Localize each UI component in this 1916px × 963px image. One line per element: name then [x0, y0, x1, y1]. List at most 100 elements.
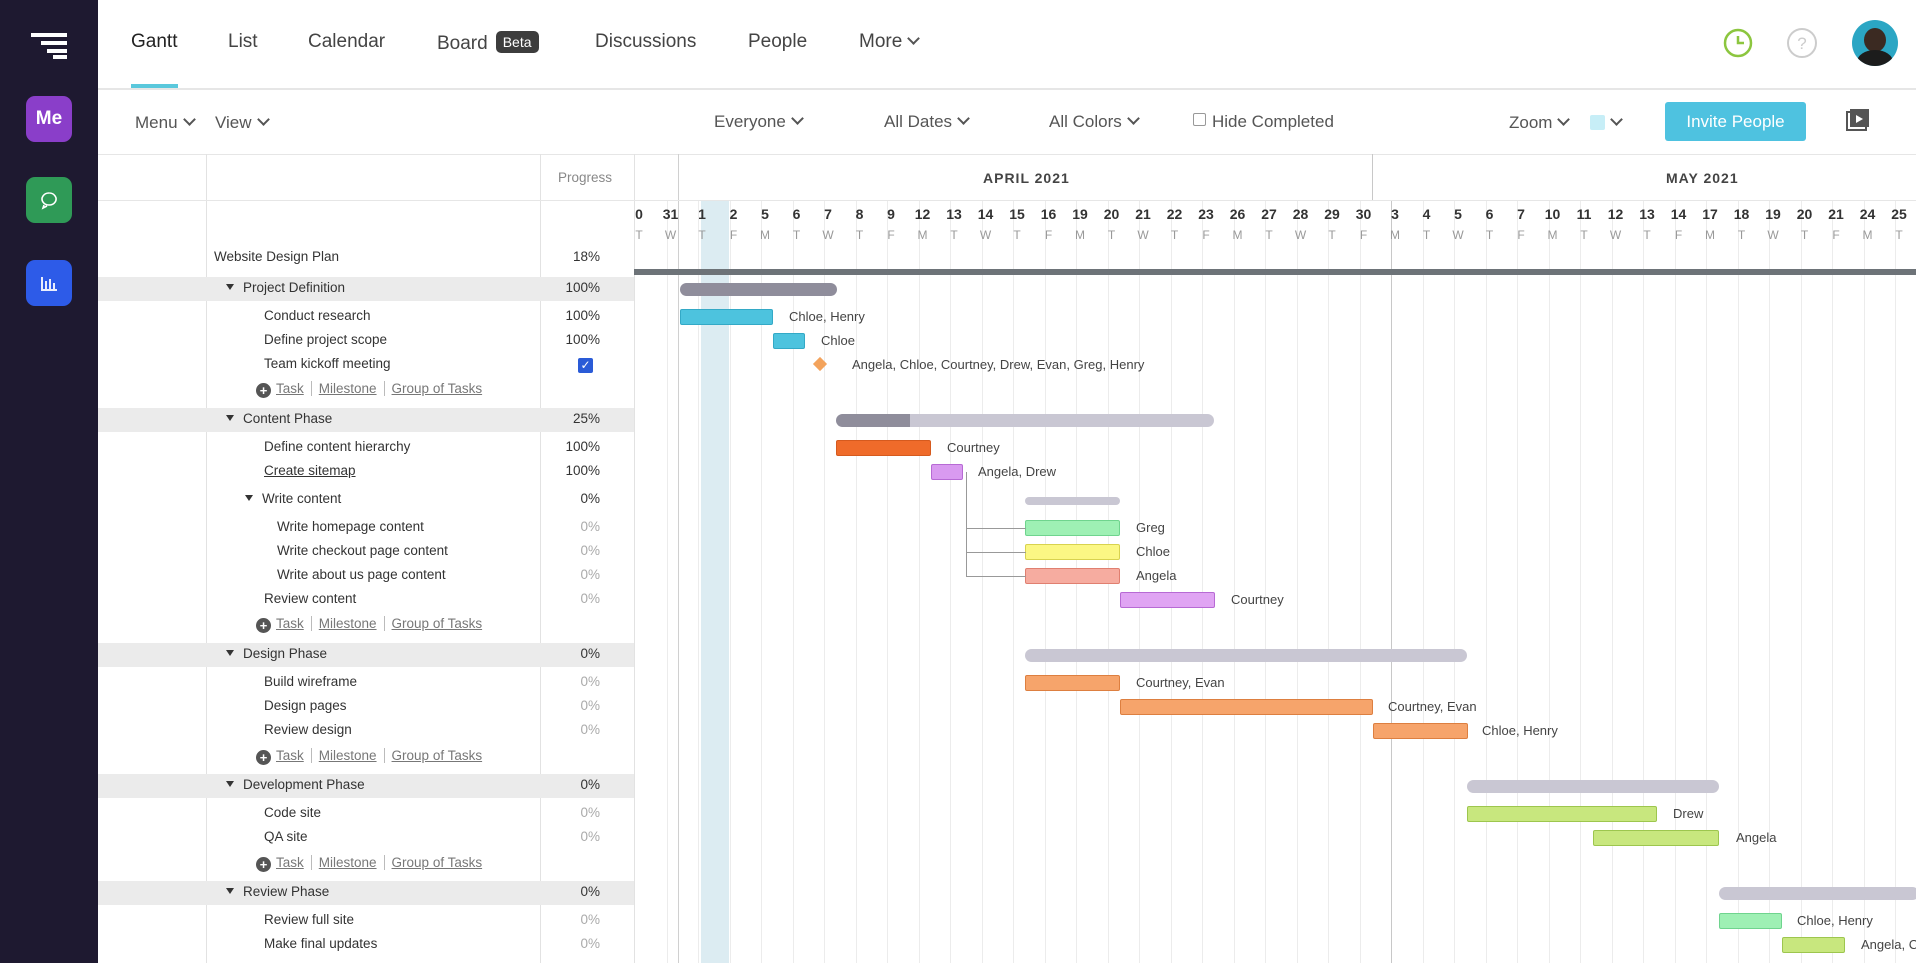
- add-icon[interactable]: +: [256, 857, 271, 872]
- task-name[interactable]: Write checkout page content: [277, 543, 448, 558]
- task-name[interactable]: Review full site: [264, 912, 354, 927]
- reports-rail-button[interactable]: [26, 260, 72, 306]
- qa-site-bar[interactable]: [1593, 830, 1719, 846]
- tab-discussions[interactable]: Discussions: [595, 31, 697, 52]
- avatar[interactable]: [1852, 20, 1898, 66]
- design-pages-bar[interactable]: [1120, 699, 1373, 715]
- add-task-link[interactable]: Task: [276, 616, 304, 631]
- completed-checkbox-icon[interactable]: ✓: [578, 358, 593, 373]
- task-name[interactable]: Create sitemap: [264, 463, 356, 478]
- add-task-link[interactable]: Task: [276, 381, 304, 396]
- task-name[interactable]: Write about us page content: [277, 567, 446, 582]
- task-name[interactable]: Review design: [264, 722, 352, 737]
- day-of-week: T: [1643, 228, 1651, 242]
- review-phase-bar[interactable]: [1719, 887, 1916, 900]
- task-name[interactable]: Review content: [264, 591, 356, 606]
- zoom-dropdown[interactable]: Zoom: [1509, 113, 1571, 133]
- hide-completed-toggle[interactable]: Hide Completed: [1193, 112, 1334, 132]
- collapse-toggle-icon[interactable]: [226, 888, 234, 894]
- collapse-toggle-icon[interactable]: [245, 495, 253, 501]
- add-group-link[interactable]: Group of Tasks: [391, 616, 483, 631]
- review-full-site-bar[interactable]: [1719, 913, 1782, 929]
- collapse-toggle-icon[interactable]: [226, 415, 234, 421]
- task-name[interactable]: Write homepage content: [277, 519, 424, 534]
- sitemap-bar[interactable]: [931, 464, 963, 480]
- invite-people-button[interactable]: Invite People: [1665, 102, 1806, 141]
- review-design-bar[interactable]: [1373, 723, 1468, 739]
- define-scope-bar[interactable]: [773, 333, 805, 349]
- view-dropdown[interactable]: View: [215, 113, 270, 133]
- task-name[interactable]: Website Design Plan: [214, 249, 339, 264]
- task-name[interactable]: Build wireframe: [264, 674, 357, 689]
- menu-dropdown[interactable]: Menu: [135, 113, 196, 133]
- qa-site-bar-assignee: Angela: [1736, 830, 1777, 845]
- me-button[interactable]: Me: [26, 96, 72, 142]
- add-task-link[interactable]: Task: [276, 748, 304, 763]
- add-icon[interactable]: +: [256, 618, 271, 633]
- day-gridline: [729, 200, 731, 963]
- tab-more[interactable]: More: [859, 31, 921, 53]
- task-name[interactable]: Project Definition: [226, 280, 345, 295]
- task-name[interactable]: Code site: [264, 805, 321, 820]
- task-name[interactable]: QA site: [264, 829, 308, 844]
- task-name[interactable]: Conduct research: [264, 308, 371, 323]
- tab-board[interactable]: Board Beta: [437, 31, 539, 55]
- color-picker-dropdown[interactable]: [1590, 113, 1623, 133]
- add-group-link[interactable]: Group of Tasks: [391, 855, 483, 870]
- conduct-research-bar[interactable]: [680, 309, 773, 325]
- task-name[interactable]: Make final updates: [264, 936, 377, 951]
- task-name[interactable]: Write content: [245, 491, 341, 506]
- project-summary-bar[interactable]: [634, 269, 1916, 275]
- day-number: 0: [635, 206, 643, 222]
- code-site-bar[interactable]: [1467, 806, 1657, 822]
- task-name[interactable]: Define project scope: [264, 332, 387, 347]
- task-name[interactable]: Define content hierarchy: [264, 439, 410, 454]
- project-definition-bar[interactable]: [680, 283, 837, 296]
- tab-people[interactable]: People: [748, 31, 808, 52]
- content-hierarchy-bar[interactable]: [836, 440, 931, 456]
- homepage-content-bar[interactable]: [1025, 520, 1120, 536]
- tab-gantt[interactable]: Gantt: [131, 31, 178, 52]
- add-milestone-link[interactable]: Milestone: [318, 616, 377, 631]
- add-milestone-link[interactable]: Milestone: [318, 748, 377, 763]
- review-content-bar[interactable]: [1120, 592, 1215, 608]
- day-gridline: [1139, 200, 1140, 963]
- add-milestone-link[interactable]: Milestone: [318, 381, 377, 396]
- task-name[interactable]: Team kickoff meeting: [264, 356, 391, 371]
- help-icon[interactable]: ?: [1786, 27, 1818, 59]
- collapse-toggle-icon[interactable]: [226, 650, 234, 656]
- tab-list[interactable]: List: [228, 31, 258, 52]
- present-icon[interactable]: [1845, 107, 1871, 133]
- dates-filter[interactable]: All Dates: [884, 112, 970, 132]
- content-phase-bar[interactable]: [836, 414, 1214, 427]
- development-phase-bar[interactable]: [1467, 780, 1719, 793]
- task-name[interactable]: Design Phase: [226, 646, 327, 661]
- add-group-link[interactable]: Group of Tasks: [391, 748, 483, 763]
- task-name[interactable]: Design pages: [264, 698, 347, 713]
- add-milestone-link[interactable]: Milestone: [318, 855, 377, 870]
- app-logo-icon[interactable]: [31, 33, 67, 59]
- checkbox-icon[interactable]: [1193, 113, 1206, 126]
- time-tracking-icon[interactable]: [1722, 27, 1754, 59]
- everyone-filter[interactable]: Everyone: [714, 112, 804, 132]
- about-content-bar[interactable]: [1025, 568, 1120, 584]
- colors-filter[interactable]: All Colors: [1049, 112, 1140, 132]
- progress-header: Progress: [558, 170, 613, 185]
- checkout-content-bar[interactable]: [1025, 544, 1120, 560]
- task-name[interactable]: Review Phase: [226, 884, 329, 899]
- collapse-toggle-icon[interactable]: [226, 781, 234, 787]
- phase-row-bg: [98, 881, 634, 905]
- add-task-link[interactable]: Task: [276, 855, 304, 870]
- final-updates-bar[interactable]: [1782, 937, 1845, 953]
- task-name[interactable]: Development Phase: [226, 777, 365, 792]
- write-content-group-bar[interactable]: [1025, 497, 1120, 505]
- task-name[interactable]: Content Phase: [226, 411, 332, 426]
- wireframe-bar[interactable]: [1025, 675, 1120, 691]
- design-phase-bar[interactable]: [1025, 649, 1467, 662]
- add-group-link[interactable]: Group of Tasks: [391, 381, 483, 396]
- add-icon[interactable]: +: [256, 383, 271, 398]
- collapse-toggle-icon[interactable]: [226, 284, 234, 290]
- tab-calendar[interactable]: Calendar: [308, 31, 386, 52]
- add-icon[interactable]: +: [256, 750, 271, 765]
- discussions-rail-button[interactable]: [26, 177, 72, 223]
